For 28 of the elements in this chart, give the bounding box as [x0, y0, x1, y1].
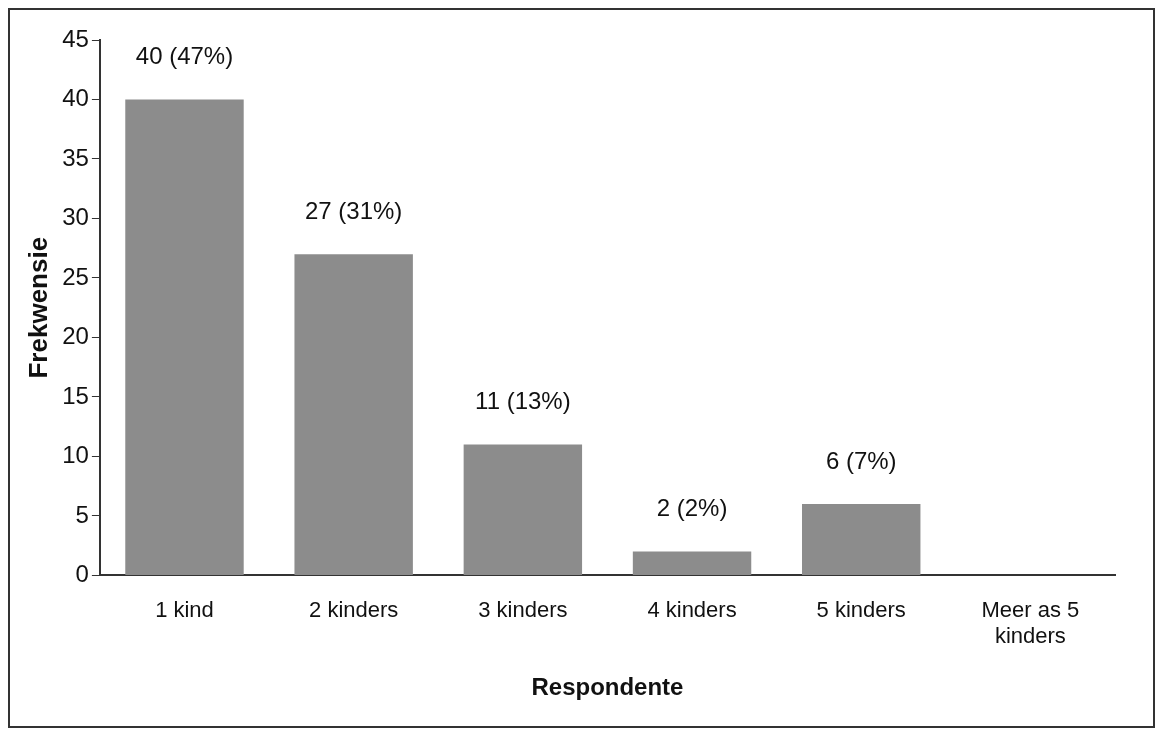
x-tick-label: 3 kinders	[478, 596, 568, 622]
bar	[463, 444, 583, 575]
x-axis-title: Respondente	[531, 673, 684, 701]
x-tick-label: 4 kinders	[647, 596, 737, 622]
y-tick-label: 25	[62, 262, 89, 290]
y-tick-label: 35	[62, 143, 89, 171]
x-tick-label: 1 kind	[155, 596, 214, 622]
data-label: 40 (47%)	[135, 42, 234, 70]
y-axis-title: Frekwensie	[22, 236, 53, 379]
x-tick-label: 2 kinders	[309, 596, 399, 622]
x-tick-label: Meer as 5 kinders	[981, 596, 1080, 649]
y-tick-label: 10	[62, 441, 89, 469]
data-label: 27 (31%)	[304, 196, 403, 224]
bar	[294, 254, 413, 575]
y-tick-label: 45	[62, 24, 89, 52]
data-label: 11 (13%)	[475, 387, 571, 415]
x-tick-label: 5 kinders	[816, 596, 906, 622]
data-label: 6 (7%)	[825, 446, 897, 474]
bar	[632, 551, 752, 575]
y-tick-label: 40	[62, 84, 89, 112]
y-tick-label: 0	[75, 560, 89, 588]
y-tick-label: 5	[75, 500, 89, 528]
y-tick-label: 20	[62, 322, 89, 350]
data-label: 2 (2%)	[656, 494, 728, 522]
bar	[125, 99, 244, 575]
y-tick-label: 30	[62, 203, 89, 231]
bar	[802, 504, 921, 575]
y-tick-label: 15	[62, 381, 89, 409]
